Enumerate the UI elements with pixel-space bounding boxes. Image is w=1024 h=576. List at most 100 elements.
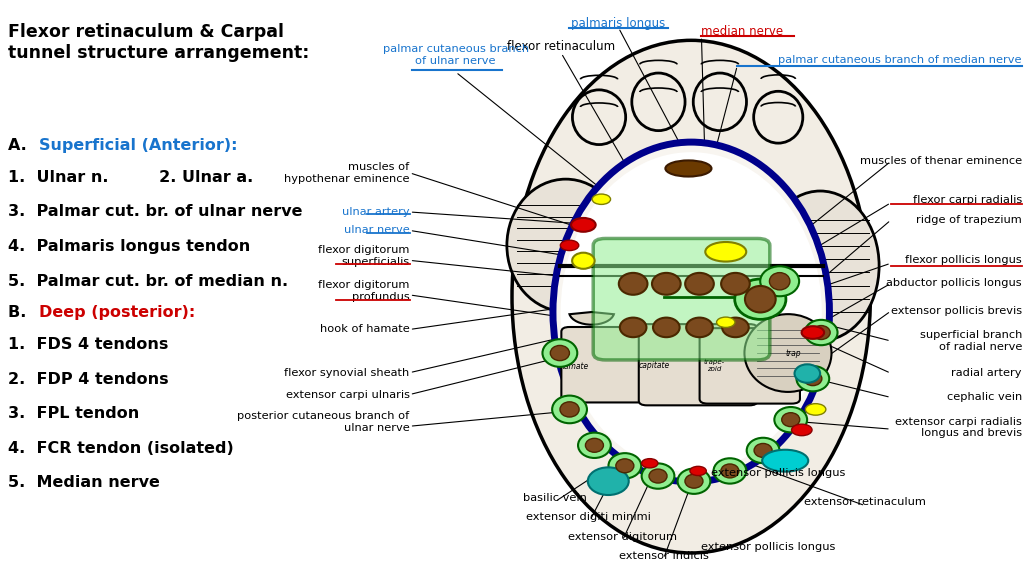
Ellipse shape — [586, 438, 603, 452]
Ellipse shape — [754, 444, 772, 457]
Text: capitate: capitate — [638, 361, 670, 370]
Ellipse shape — [744, 314, 831, 392]
Ellipse shape — [588, 467, 629, 495]
Circle shape — [641, 458, 658, 468]
Ellipse shape — [685, 273, 714, 295]
Ellipse shape — [754, 92, 803, 143]
Text: superficial branch
of radial nerve: superficial branch of radial nerve — [920, 330, 1022, 352]
Text: median nerve: median nerve — [701, 25, 783, 38]
Text: cephalic vein: cephalic vein — [947, 392, 1022, 403]
Ellipse shape — [760, 266, 799, 296]
Text: hook of hamate: hook of hamate — [319, 324, 410, 335]
FancyBboxPatch shape — [593, 238, 770, 360]
Ellipse shape — [561, 152, 821, 472]
Text: 5.  Palmar cut. br. of median n.: 5. Palmar cut. br. of median n. — [8, 274, 289, 289]
Ellipse shape — [553, 142, 829, 482]
Text: flexor digitorum
superficialis: flexor digitorum superficialis — [318, 245, 410, 267]
Ellipse shape — [678, 468, 711, 494]
Text: basilic vein: basilic vein — [523, 493, 587, 503]
Ellipse shape — [620, 317, 646, 337]
Text: A.: A. — [8, 138, 33, 153]
Circle shape — [717, 317, 735, 327]
Text: extensor carpi radialis
longus and brevis: extensor carpi radialis longus and brevi… — [895, 416, 1022, 438]
Text: 4.  Palmaris longus tendon: 4. Palmaris longus tendon — [8, 239, 251, 254]
Text: 2.  FDP 4 tendons: 2. FDP 4 tendons — [8, 372, 169, 386]
Text: flexor pollicis longus: flexor pollicis longus — [905, 255, 1022, 266]
Ellipse shape — [507, 179, 625, 312]
Ellipse shape — [735, 279, 786, 319]
Ellipse shape — [722, 317, 749, 337]
Ellipse shape — [512, 40, 870, 553]
Ellipse shape — [560, 402, 580, 417]
Ellipse shape — [653, 317, 680, 337]
Ellipse shape — [721, 464, 739, 478]
Text: extensor digiti minimi: extensor digiti minimi — [526, 512, 651, 522]
Circle shape — [560, 240, 579, 251]
Text: flexor carpi radialis: flexor carpi radialis — [912, 195, 1022, 205]
Text: hamate: hamate — [560, 362, 589, 371]
Text: 5.  Median nerve: 5. Median nerve — [8, 475, 160, 490]
Ellipse shape — [642, 463, 675, 488]
Text: radial artery: radial artery — [951, 368, 1022, 378]
Ellipse shape — [552, 396, 587, 423]
Text: 1.  FDS 4 tendons: 1. FDS 4 tendons — [8, 337, 169, 352]
Ellipse shape — [685, 474, 703, 488]
Text: palmaris longus: palmaris longus — [571, 17, 666, 29]
Ellipse shape — [804, 372, 822, 386]
Wedge shape — [569, 312, 613, 325]
Text: muscles of
hypothenar eminence: muscles of hypothenar eminence — [284, 162, 410, 184]
FancyBboxPatch shape — [639, 324, 758, 406]
Ellipse shape — [805, 320, 838, 345]
Text: B.: B. — [8, 305, 32, 320]
Circle shape — [571, 218, 596, 232]
Ellipse shape — [652, 273, 681, 295]
Text: palmar cutaneous branch
of ulnar nerve: palmar cutaneous branch of ulnar nerve — [383, 44, 528, 66]
Ellipse shape — [774, 407, 807, 433]
Ellipse shape — [550, 346, 569, 361]
Text: extensor pollicis longus: extensor pollicis longus — [711, 468, 846, 479]
Text: trap: trap — [785, 348, 801, 358]
Text: extensor indicis: extensor indicis — [618, 551, 709, 561]
Circle shape — [802, 326, 824, 339]
Circle shape — [690, 467, 707, 476]
Text: flexor digitorum
profundus: flexor digitorum profundus — [318, 280, 410, 302]
Ellipse shape — [578, 433, 610, 458]
Ellipse shape — [572, 253, 595, 269]
Text: extensor retinaculum: extensor retinaculum — [804, 497, 927, 507]
Ellipse shape — [769, 272, 790, 290]
Text: abductor pollicis longus: abductor pollicis longus — [887, 278, 1022, 289]
Ellipse shape — [762, 450, 808, 472]
Ellipse shape — [693, 73, 746, 131]
Ellipse shape — [649, 469, 667, 483]
Ellipse shape — [812, 325, 830, 339]
Circle shape — [806, 404, 826, 415]
Circle shape — [592, 194, 610, 204]
Text: Deep (posterior):: Deep (posterior): — [39, 305, 196, 320]
Ellipse shape — [781, 412, 800, 427]
Text: ridge of trapezium: ridge of trapezium — [916, 215, 1022, 225]
Text: Superficial (Anterior):: Superficial (Anterior): — [39, 138, 238, 153]
Ellipse shape — [608, 453, 641, 479]
Ellipse shape — [795, 365, 820, 383]
Text: extensor carpi ulnaris: extensor carpi ulnaris — [286, 389, 410, 400]
Ellipse shape — [543, 339, 578, 367]
Circle shape — [792, 424, 812, 435]
Ellipse shape — [632, 73, 685, 131]
Text: trape-
zoid: trape- zoid — [703, 359, 725, 372]
FancyBboxPatch shape — [699, 328, 800, 404]
Ellipse shape — [721, 273, 750, 295]
Ellipse shape — [762, 191, 879, 341]
Ellipse shape — [572, 90, 626, 145]
Ellipse shape — [615, 459, 634, 473]
Text: muscles of thenar eminence: muscles of thenar eminence — [860, 156, 1022, 166]
Text: ulnar nerve: ulnar nerve — [344, 225, 410, 236]
Text: ulnar artery: ulnar artery — [342, 207, 410, 217]
FancyBboxPatch shape — [561, 327, 647, 403]
Text: 1.  Ulnar n.         2. Ulnar a.: 1. Ulnar n. 2. Ulnar a. — [8, 170, 254, 185]
Ellipse shape — [745, 286, 776, 312]
Ellipse shape — [746, 438, 779, 463]
Text: extensor digitorum: extensor digitorum — [568, 532, 677, 542]
Ellipse shape — [714, 458, 746, 484]
Ellipse shape — [706, 242, 746, 262]
Text: flexor retinaculum: flexor retinaculum — [507, 40, 615, 52]
